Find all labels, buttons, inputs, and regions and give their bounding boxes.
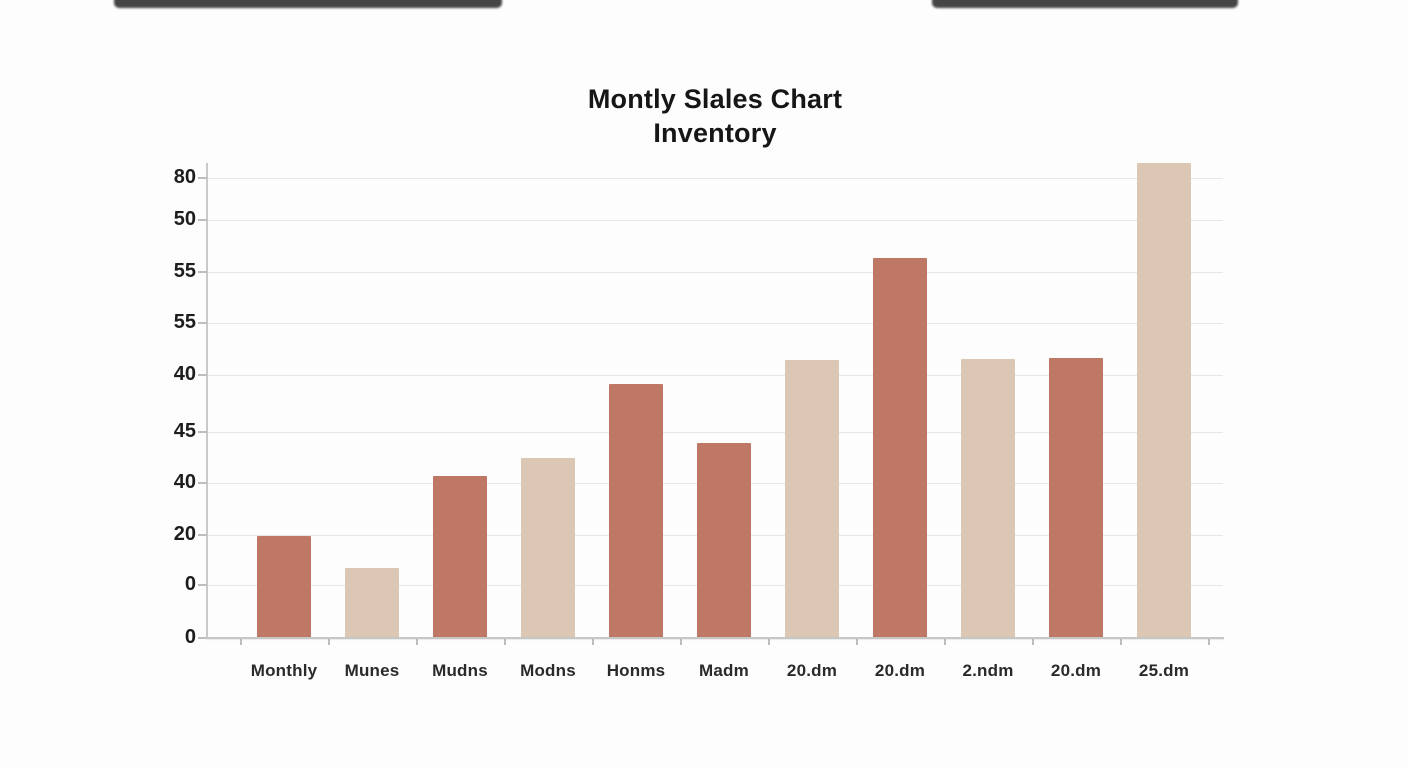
- bar: [873, 257, 927, 638]
- y-tick-mark: [198, 271, 207, 273]
- chart-title-block: Montly Slales Chart Inventory: [415, 82, 1015, 150]
- y-tick-mark: [198, 322, 207, 324]
- x-tick-mark: [504, 639, 506, 645]
- y-tick-label: 55: [173, 260, 196, 282]
- x-tick-mark: [1120, 639, 1122, 645]
- y-tick-label: 0: [184, 573, 196, 595]
- bar: [961, 359, 1015, 638]
- y-tick-mark: [198, 482, 207, 484]
- y-tick-mark: [198, 637, 207, 639]
- bar: [785, 360, 839, 638]
- bar: [697, 443, 751, 638]
- y-tick-mark: [198, 431, 207, 433]
- bar: [433, 475, 487, 638]
- x-tick-label: Munes: [344, 661, 400, 680]
- gridline: [207, 178, 1223, 179]
- bar: [521, 458, 575, 638]
- y-tick-label: 40: [173, 363, 196, 385]
- x-tick-mark: [328, 639, 330, 645]
- x-tick-label: 2.ndm: [962, 661, 1014, 680]
- bar: [1137, 163, 1191, 638]
- x-tick-label: 20.dm: [786, 661, 838, 680]
- x-tick-label: Madm: [699, 661, 749, 680]
- gridline: [207, 375, 1223, 376]
- x-tick-label: Honms: [606, 661, 666, 680]
- bar: [609, 383, 663, 638]
- y-tick-label: 20: [173, 523, 196, 545]
- y-tick-mark: [198, 584, 207, 586]
- x-axis-line: [206, 637, 1224, 639]
- bar: [345, 567, 399, 638]
- y-tick-mark: [198, 219, 207, 221]
- x-tick-label: Mudns: [432, 661, 488, 680]
- x-tick-mark: [1032, 639, 1034, 645]
- x-tick-mark: [856, 639, 858, 645]
- y-tick-label: 80: [173, 166, 196, 188]
- y-tick-label: 40: [173, 471, 196, 493]
- chart-title: Montly Slales Chart: [587, 84, 843, 114]
- y-tick-mark: [198, 534, 207, 536]
- gridline: [207, 432, 1223, 433]
- y-tick-label: 50: [173, 208, 196, 230]
- bar: [1049, 357, 1103, 638]
- x-tick-label: 25.dm: [1138, 661, 1190, 680]
- x-tick-label: 20.dm: [874, 661, 926, 680]
- gridline: [207, 272, 1223, 273]
- y-axis-line: [206, 163, 208, 639]
- x-tick-mark: [1208, 639, 1210, 645]
- top-left-artifact-strip: [114, 0, 502, 8]
- x-tick-label: Modns: [520, 661, 576, 680]
- x-tick-mark: [592, 639, 594, 645]
- y-tick-label: 55: [173, 311, 196, 333]
- y-tick-label: 0: [184, 626, 196, 648]
- top-right-artifact-strip: [932, 0, 1238, 8]
- y-tick-label: 45: [173, 420, 196, 442]
- x-tick-mark: [944, 639, 946, 645]
- gridline: [207, 323, 1223, 324]
- y-tick-mark: [198, 374, 207, 376]
- x-tick-mark: [416, 639, 418, 645]
- x-tick-label: Monthly: [250, 661, 318, 680]
- x-tick-mark: [768, 639, 770, 645]
- gridline: [207, 220, 1223, 221]
- x-tick-mark: [240, 639, 242, 645]
- x-tick-mark: [680, 639, 682, 645]
- bar: [257, 536, 311, 638]
- y-tick-mark: [198, 177, 207, 179]
- chart-subtitle: Inventory: [653, 118, 777, 148]
- x-tick-label: 20.dm: [1050, 661, 1102, 680]
